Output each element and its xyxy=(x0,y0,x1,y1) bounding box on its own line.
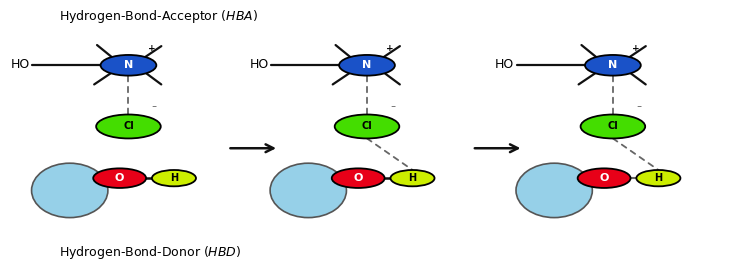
Text: O: O xyxy=(354,173,363,183)
Ellipse shape xyxy=(32,163,108,218)
Text: H: H xyxy=(170,173,178,183)
Circle shape xyxy=(578,168,631,188)
Text: Cl: Cl xyxy=(362,122,372,131)
Text: N: N xyxy=(363,60,371,70)
Text: Cl: Cl xyxy=(608,122,618,131)
Text: O: O xyxy=(600,173,608,183)
Text: HO: HO xyxy=(250,58,269,71)
Text: +: + xyxy=(148,44,155,53)
Text: H: H xyxy=(408,173,417,183)
Text: ⁻: ⁻ xyxy=(390,105,396,115)
Text: H: H xyxy=(654,173,663,183)
Circle shape xyxy=(101,55,156,76)
Ellipse shape xyxy=(516,163,592,218)
Text: N: N xyxy=(608,60,617,70)
Text: O: O xyxy=(115,173,124,183)
Text: Hydrogen-Bond-Donor ($\it{HBD}$): Hydrogen-Bond-Donor ($\it{HBD}$) xyxy=(59,244,241,261)
Circle shape xyxy=(96,115,161,138)
Circle shape xyxy=(581,115,645,138)
Text: +: + xyxy=(632,44,639,53)
Circle shape xyxy=(339,55,395,76)
Circle shape xyxy=(93,168,146,188)
Text: Hydrogen-Bond-Acceptor ($\it{HBA}$): Hydrogen-Bond-Acceptor ($\it{HBA}$) xyxy=(59,8,258,25)
Circle shape xyxy=(152,170,196,186)
Text: HO: HO xyxy=(11,58,30,71)
Text: ⁻: ⁻ xyxy=(636,105,642,115)
Circle shape xyxy=(390,170,435,186)
Circle shape xyxy=(585,55,641,76)
Text: +: + xyxy=(386,44,393,53)
Circle shape xyxy=(636,170,680,186)
Text: HO: HO xyxy=(495,58,515,71)
Circle shape xyxy=(332,168,385,188)
Circle shape xyxy=(335,115,399,138)
Ellipse shape xyxy=(270,163,346,218)
Text: ⁻: ⁻ xyxy=(152,105,157,115)
Text: Cl: Cl xyxy=(123,122,134,131)
Text: N: N xyxy=(124,60,133,70)
